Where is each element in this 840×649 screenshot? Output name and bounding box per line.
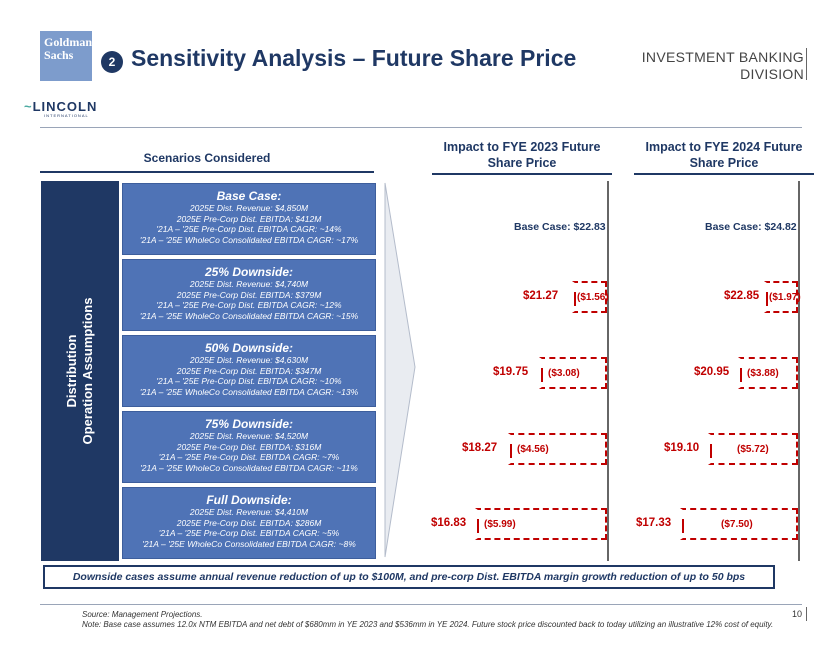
source-notes: Source: Management Projections. Note: Ba…: [82, 610, 798, 630]
page-number-divider: [806, 607, 807, 621]
logo-text: Goldman Sachs: [44, 35, 93, 62]
fye2024-header-line-2: Share Price: [689, 156, 759, 170]
side-label-line-1: Distribution: [64, 334, 79, 408]
note-line: Note: Base case assumes 12.0x NTM EBITDA…: [82, 620, 774, 629]
fye2024-header-line-1: Impact to FYE 2024 Future: [645, 140, 803, 154]
fye2023-delta-75: ($4.56): [508, 433, 607, 465]
fye2023-price-50: $19.75: [493, 366, 529, 378]
division-line-2: DIVISION: [740, 66, 804, 82]
fye2024-price-75: $19.10: [664, 442, 700, 454]
fye2023-price-25: $21.27: [523, 290, 559, 302]
scenario-cagr: '21A – '25E Pre-Corp Dist. EBITDA CAGR: …: [158, 452, 340, 462]
scenario-cagr: '21A – '25E Pre-Corp Dist. EBITDA CAGR: …: [156, 376, 342, 386]
scenario-cagr: '21A – '25E Pre-Corp Dist. EBITDA CAGR: …: [156, 224, 342, 234]
goldman-sachs-logo: Goldman Sachs: [40, 31, 92, 81]
scenario-ebitda: 2025E Pre-Corp Dist. EBITDA: $316M: [176, 441, 322, 452]
fye2024-base-line: [798, 181, 800, 561]
delta-value: ($7.50): [721, 518, 753, 530]
scenario-name: 50% Downside:: [204, 341, 294, 355]
lincoln-logo: ~LINCOLN: [24, 99, 97, 114]
scenarios-header-rule: [40, 171, 374, 173]
fye2024-delta-50: ($3.88): [738, 357, 798, 389]
scenario-ebitda: 2025E Pre-Corp Dist. EBITDA: $412M: [176, 213, 322, 224]
fye2023-base-case: Base Case: $22.83: [514, 221, 606, 233]
fye2023-header-line-2: Share Price: [487, 156, 557, 170]
side-label-line-2: Operation Assumptions: [80, 297, 95, 445]
fye2023-delta-25: ($1.56): [572, 281, 609, 313]
scenario-revenue: 2025E Dist. Revenue: $4,520M: [189, 431, 309, 441]
delta-value: ($3.08): [548, 367, 580, 379]
fye2023-price-full: $16.83: [431, 517, 467, 529]
scenario-wholeco-cagr: '21A – '25E WholeCo Consolidated EBITDA …: [142, 538, 356, 549]
scenario-revenue: 2025E Dist. Revenue: $4,850M: [189, 203, 309, 213]
delta-value: ($5.72): [737, 443, 769, 455]
scenario-full-downside: Full Downside: 2025E Dist. Revenue: $4,4…: [122, 487, 376, 559]
scenario-wholeco-cagr: '21A – '25E WholeCo Consolidated EBITDA …: [139, 386, 359, 397]
fye2024-price-50: $20.95: [694, 366, 730, 378]
scenario-base-case: Base Case: 2025E Dist. Revenue: $4,850M …: [122, 183, 376, 255]
scenarios-header: Scenarios Considered: [143, 151, 271, 165]
section-badge: 2: [101, 51, 123, 73]
scenario-cagr: '21A – '25E Pre-Corp Dist. EBITDA CAGR: …: [158, 528, 340, 538]
scenario-50-downside: 50% Downside: 2025E Dist. Revenue: $4,63…: [122, 335, 376, 407]
scenario-wholeco-cagr: '21A – '25E WholeCo Consolidated EBITDA …: [140, 462, 358, 473]
delta-value: ($4.56): [517, 443, 549, 455]
fye2024-base-case: Base Case: $24.82: [705, 221, 797, 233]
fye2024-header-rule: [634, 173, 814, 175]
delta-value: ($5.99): [484, 518, 516, 530]
fye2024-price-25: $22.85: [724, 290, 760, 302]
division-line-1: INVESTMENT BANKING: [641, 49, 804, 65]
lincoln-swoosh-icon: ~: [24, 99, 33, 114]
chevron-arrow-icon: [384, 182, 416, 558]
scenario-name: Base Case:: [216, 189, 282, 203]
scenario-revenue: 2025E Dist. Revenue: $4,740M: [189, 279, 309, 289]
delta-value: ($3.88): [747, 367, 779, 379]
downside-assumption-note: Downside cases assume annual revenue red…: [43, 565, 775, 589]
fye2023-base-line: [607, 181, 609, 561]
fye2023-price-75: $18.27: [462, 442, 498, 454]
delta-value: ($1.56): [577, 291, 609, 303]
fye2024-delta-75: ($5.72): [708, 433, 798, 465]
fye2023-delta-50: ($3.08): [539, 357, 607, 389]
lincoln-logo-sub: INTERNATIONAL: [44, 113, 89, 118]
fye2023-header: Impact to FYE 2023 Future Share Price: [432, 139, 612, 171]
division-label: INVESTMENT BANKING DIVISION: [642, 49, 804, 83]
scenario-ebitda: 2025E Pre-Corp Dist. EBITDA: $286M: [176, 517, 322, 528]
scenario-ebitda: 2025E Pre-Corp Dist. EBITDA: $379M: [176, 289, 322, 300]
scenario-75-downside: 75% Downside: 2025E Dist. Revenue: $4,52…: [122, 411, 376, 483]
scenario-wholeco-cagr: '21A – '25E WholeCo Consolidated EBITDA …: [139, 234, 359, 245]
scenario-name: 75% Downside:: [204, 417, 294, 431]
fye2023-header-rule: [432, 173, 612, 175]
scenario-25-downside: 25% Downside: 2025E Dist. Revenue: $4,74…: [122, 259, 376, 331]
header-rule: [40, 127, 802, 128]
footer-rule: [40, 604, 802, 605]
fye2023-delta-full: ($5.99): [475, 508, 607, 540]
page-number: 10: [792, 609, 803, 619]
scenario-wholeco-cagr: '21A – '25E WholeCo Consolidated EBITDA …: [139, 310, 359, 321]
scenario-cagr: '21A – '25E Pre-Corp Dist. EBITDA CAGR: …: [156, 300, 342, 310]
scenario-revenue: 2025E Dist. Revenue: $4,410M: [189, 507, 309, 517]
scenario-ebitda: 2025E Pre-Corp Dist. EBITDA: $347M: [176, 365, 322, 376]
scenario-name: 25% Downside:: [204, 265, 294, 279]
fye2024-price-full: $17.33: [636, 517, 672, 529]
distribution-assumptions-label: Distribution Operation Assumptions: [41, 181, 119, 561]
delta-value: ($1.97): [769, 291, 801, 303]
fye2024-header: Impact to FYE 2024 Future Share Price: [634, 139, 814, 171]
fye2024-delta-25: ($1.97): [764, 281, 801, 313]
lincoln-logo-text: LINCOLN: [32, 99, 98, 114]
fye2024-delta-full: ($7.50): [680, 508, 798, 540]
scenario-revenue: 2025E Dist. Revenue: $4,630M: [189, 355, 309, 365]
source-line: Source: Management Projections.: [82, 610, 203, 619]
scenario-name: Full Downside:: [206, 493, 292, 507]
page-title: Sensitivity Analysis – Future Share Pric…: [131, 45, 577, 71]
division-divider: [806, 48, 807, 80]
fye2023-header-line-1: Impact to FYE 2023 Future: [443, 140, 601, 154]
